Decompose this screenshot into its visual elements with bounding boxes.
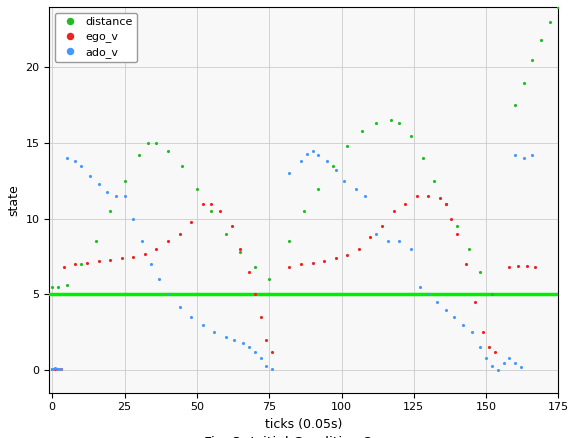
distance bbox=[55, 284, 62, 290]
Text: Fig. 3: Initial Condition 2: Fig. 3: Initial Condition 2 bbox=[204, 436, 372, 438]
distance bbox=[63, 283, 70, 288]
distance bbox=[92, 239, 99, 244]
distance bbox=[266, 277, 272, 282]
distance bbox=[49, 284, 56, 290]
distance bbox=[222, 231, 229, 237]
ado_v bbox=[55, 366, 62, 371]
distance bbox=[121, 178, 128, 184]
distance bbox=[135, 152, 142, 158]
ado_v bbox=[49, 366, 56, 371]
distance bbox=[78, 261, 85, 267]
ado_v bbox=[58, 367, 65, 372]
distance bbox=[107, 208, 113, 214]
distance bbox=[165, 148, 172, 153]
ego_v bbox=[49, 367, 56, 372]
distance bbox=[179, 163, 186, 169]
Y-axis label: state: state bbox=[7, 184, 20, 216]
ego_v bbox=[55, 366, 62, 371]
ego_v bbox=[58, 367, 65, 372]
distance bbox=[144, 141, 151, 146]
Legend: distance, ego_v, ado_v: distance, ego_v, ado_v bbox=[55, 13, 137, 62]
distance bbox=[194, 186, 200, 191]
Line: ego_v: ego_v bbox=[51, 367, 63, 371]
Line: ado_v: ado_v bbox=[51, 366, 63, 371]
distance bbox=[251, 265, 258, 270]
ego_v bbox=[52, 366, 59, 371]
ado_v bbox=[52, 365, 59, 371]
X-axis label: ticks (0.05s): ticks (0.05s) bbox=[265, 418, 343, 431]
distance bbox=[237, 249, 244, 254]
Line: distance: distance bbox=[51, 141, 271, 289]
distance bbox=[153, 141, 160, 146]
distance bbox=[208, 208, 215, 214]
